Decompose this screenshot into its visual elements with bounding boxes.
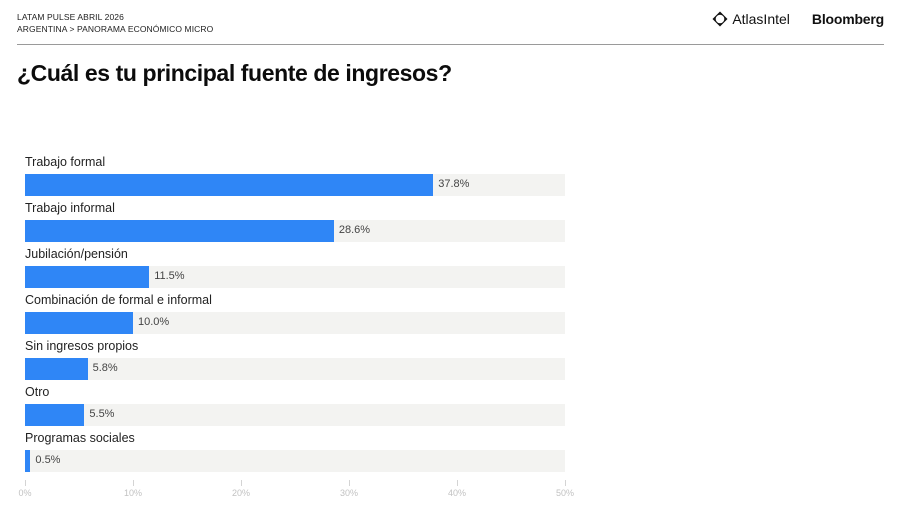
bar-track: 11.5% bbox=[25, 266, 565, 288]
brand-logos: AtlasIntel Bloomberg bbox=[712, 11, 884, 27]
bar bbox=[25, 312, 133, 334]
bar bbox=[25, 266, 150, 288]
bar-track: 28.6% bbox=[25, 220, 565, 242]
category-label: Combinación de formal e informal bbox=[25, 293, 212, 307]
category-label: Programas sociales bbox=[25, 431, 135, 445]
header-divider bbox=[17, 44, 884, 45]
x-tick bbox=[349, 480, 350, 486]
x-tick-label: 20% bbox=[231, 488, 251, 498]
category-label: Sin ingresos propios bbox=[25, 339, 139, 353]
value-label: 5.5% bbox=[89, 408, 115, 420]
bar-row: Sin ingresos propios 5.8% bbox=[25, 339, 565, 385]
bar-row: Programas sociales 0.5% bbox=[25, 431, 565, 477]
bar-track: 0.5% bbox=[25, 450, 565, 472]
value-label: 28.6% bbox=[338, 224, 371, 236]
x-tick-label: 30% bbox=[339, 488, 359, 498]
bloomberg-logo: Bloomberg bbox=[811, 11, 884, 27]
x-tick bbox=[133, 480, 134, 486]
x-tick bbox=[241, 480, 242, 486]
x-tick bbox=[25, 480, 26, 486]
x-tick-label: 10% bbox=[123, 488, 143, 498]
bar bbox=[25, 174, 434, 196]
x-tick-label: 0% bbox=[18, 488, 32, 498]
bar bbox=[25, 358, 88, 380]
bar-row: Combinación de formal e informal 10.0% bbox=[25, 293, 565, 339]
bar-track: 37.8% bbox=[25, 174, 565, 196]
bar-row: Otro 5.5% bbox=[25, 385, 565, 431]
bar-row: Jubilación/pensión 11.5% bbox=[25, 247, 565, 293]
value-label: 37.8% bbox=[438, 178, 470, 190]
atlasintel-wordmark: AtlasIntel bbox=[732, 11, 790, 27]
x-tick bbox=[457, 480, 458, 486]
x-tick bbox=[565, 480, 566, 486]
atlasintel-diamond-icon bbox=[712, 11, 728, 27]
category-label: Jubilación/pensión bbox=[25, 247, 128, 261]
report-header: LATAM PULSE ABRIL 2026 ARGENTINA > PANOR… bbox=[17, 11, 213, 35]
category-label: Trabajo informal bbox=[25, 201, 115, 215]
value-label: 11.5% bbox=[154, 270, 185, 282]
category-label: Otro bbox=[25, 385, 50, 399]
value-label: 5.8% bbox=[92, 362, 118, 374]
bar bbox=[25, 220, 334, 242]
x-tick-label: 40% bbox=[447, 488, 467, 498]
x-axis: 0% 10% 20% 30% 40% 50% bbox=[18, 480, 574, 500]
bar-track: 5.5% bbox=[25, 404, 565, 426]
bar bbox=[25, 404, 85, 426]
bar-chart: Trabajo formal 37.8% Trabajo informal 28.6%… bbox=[25, 155, 565, 477]
bar-track: 10.0% bbox=[25, 312, 565, 334]
bar-track: 5.8% bbox=[25, 358, 565, 380]
breadcrumb: ARGENTINA > PANORAMA ECONÓMICO MICRO bbox=[17, 24, 214, 34]
bar bbox=[25, 450, 31, 472]
report-edition: LATAM PULSE ABRIL 2026 bbox=[17, 12, 124, 22]
bar-row: Trabajo formal 37.8% bbox=[25, 155, 565, 201]
x-tick-label: 50% bbox=[555, 488, 575, 498]
atlasintel-logo: AtlasIntel bbox=[712, 11, 790, 27]
value-label: 10.0% bbox=[138, 316, 170, 328]
chart-title: ¿Cuál es tu principal fuente de ingresos… bbox=[17, 60, 452, 86]
category-label: Trabajo formal bbox=[25, 155, 106, 169]
value-label: 0.5% bbox=[35, 454, 61, 466]
bar-row: Trabajo informal 28.6% bbox=[25, 201, 565, 247]
